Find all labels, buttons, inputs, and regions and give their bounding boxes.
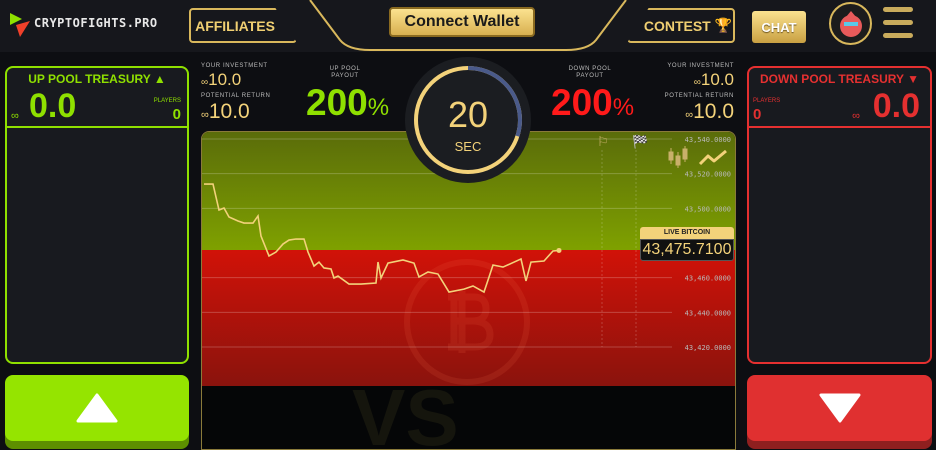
- y-tick-label: 43,440.0000: [685, 309, 731, 317]
- up-return-label: POTENTIAL RETURN: [201, 93, 271, 99]
- down-investment-label: YOUR INVESTMENT: [667, 63, 734, 69]
- down-pool-panel: DOWN POOL TREASURY ▼ PLAYERS 0 ∞ 0.0: [747, 66, 932, 364]
- live-bitcoin-price: 43,475.7100: [640, 239, 734, 262]
- triangle-up-icon: ▲: [153, 72, 166, 86]
- up-players-value: 0: [172, 106, 181, 123]
- down-return-label: POTENTIAL RETURN: [664, 93, 734, 99]
- timer-ring: [414, 66, 522, 174]
- divider: [749, 126, 930, 128]
- timer-value: 20: [447, 94, 489, 135]
- down-investment-value: ∞10.0: [693, 70, 734, 89]
- up-pool-panel: UP POOL TREASURY ▲ ∞ 0.0 PLAYERS 0: [5, 66, 189, 364]
- up-return-value: ∞10.0: [201, 100, 250, 123]
- candlestick-icon[interactable]: [667, 146, 691, 170]
- up-payout-value: 200%: [306, 82, 390, 123]
- y-tick-label: 43,500.0000: [685, 205, 731, 213]
- chat-button[interactable]: CHAT: [752, 11, 806, 43]
- down-return-value: ∞10.0: [685, 100, 734, 123]
- avatar[interactable]: [829, 2, 872, 45]
- chain-link-icon: ∞: [201, 109, 209, 121]
- arrow-up-icon: [76, 393, 118, 423]
- y-tick-label: 43,520.0000: [685, 171, 731, 179]
- down-players-label: PLAYERS: [753, 98, 781, 104]
- up-investment-label: YOUR INVESTMENT: [201, 63, 268, 69]
- header-frame: [309, 0, 627, 51]
- price-line: [204, 183, 560, 294]
- down-pool-title: DOWN POOL TREASURY ▼: [759, 72, 920, 86]
- chain-link-icon: ∞: [693, 77, 701, 88]
- divider: [7, 126, 187, 128]
- y-tick-label: 43,420.0000: [685, 344, 731, 352]
- down-zone: [202, 250, 735, 386]
- logo-text[interactable]: CRYPTOFIGHTS.PRO: [34, 16, 158, 30]
- y-tick-label: 43,460.0000: [685, 275, 731, 283]
- bitcoin-icon: [404, 259, 530, 385]
- connect-wallet-button[interactable]: Connect Wallet: [389, 7, 535, 37]
- down-pool-treasury-value: 0.0: [872, 87, 920, 125]
- timer-unit: SEC: [454, 139, 482, 154]
- chart-plot: 43,540.0000 43,520.0000 43,500.0000 43,460.…: [202, 136, 731, 352]
- price-chart: VS 43,540.0000 43,520.0000 43,500.0000 43,4…: [201, 131, 736, 450]
- down-payout-label: DOWN POOL PAYOUT: [568, 66, 612, 79]
- current-price-point: [556, 247, 562, 253]
- chain-link-icon: ∞: [685, 109, 694, 121]
- avatar-icon: [839, 10, 862, 37]
- line-chart-icon[interactable]: [698, 148, 728, 168]
- up-payout-label: UP POOL PAYOUT: [329, 66, 361, 79]
- up-pool-title: UP POOL TREASURY ▲: [28, 72, 166, 86]
- trophy-icon: 🏆: [714, 17, 733, 33]
- timer-elapsed-arc: [414, 66, 522, 174]
- hamburger-menu-icon[interactable]: [883, 7, 913, 46]
- contest-button[interactable]: CONTEST 🏆: [627, 8, 735, 43]
- checkered-flag-icon[interactable]: 🏁: [632, 134, 649, 149]
- affiliates-label: AFFILIATES: [195, 17, 275, 34]
- vs-watermark: VS: [352, 373, 459, 450]
- bet-up-button[interactable]: [5, 375, 189, 441]
- flag-icon[interactable]: ⚐: [597, 134, 609, 149]
- y-tick-label: 43,540.0000: [685, 136, 731, 144]
- up-pool-treasury-value: 0.0: [29, 87, 77, 125]
- up-players-label: PLAYERS: [153, 98, 181, 104]
- chain-link-icon: ∞: [201, 77, 209, 88]
- bet-down-button[interactable]: [747, 375, 932, 441]
- logo-play-icon: [10, 13, 30, 37]
- down-players-value: 0: [753, 106, 762, 123]
- round-timer: 20 SEC: [405, 57, 531, 183]
- live-price-label: LIVE BITCOIN 43,475.7100: [640, 227, 734, 262]
- chain-link-icon: ∞: [852, 110, 860, 122]
- live-bitcoin-label: LIVE BITCOIN: [640, 227, 734, 240]
- down-payout-value: 200%: [551, 82, 635, 123]
- affiliates-button[interactable]: AFFILIATES: [189, 8, 297, 43]
- up-investment-value: ∞10.0: [201, 70, 242, 89]
- triangle-down-icon: ▼: [907, 72, 920, 86]
- header: CRYPTOFIGHTS.PRO AFFILIATES Connect Wall…: [0, 0, 936, 52]
- arrow-down-icon: [819, 393, 860, 423]
- chain-link-icon: ∞: [11, 110, 19, 122]
- contest-label: CONTEST: [643, 17, 711, 34]
